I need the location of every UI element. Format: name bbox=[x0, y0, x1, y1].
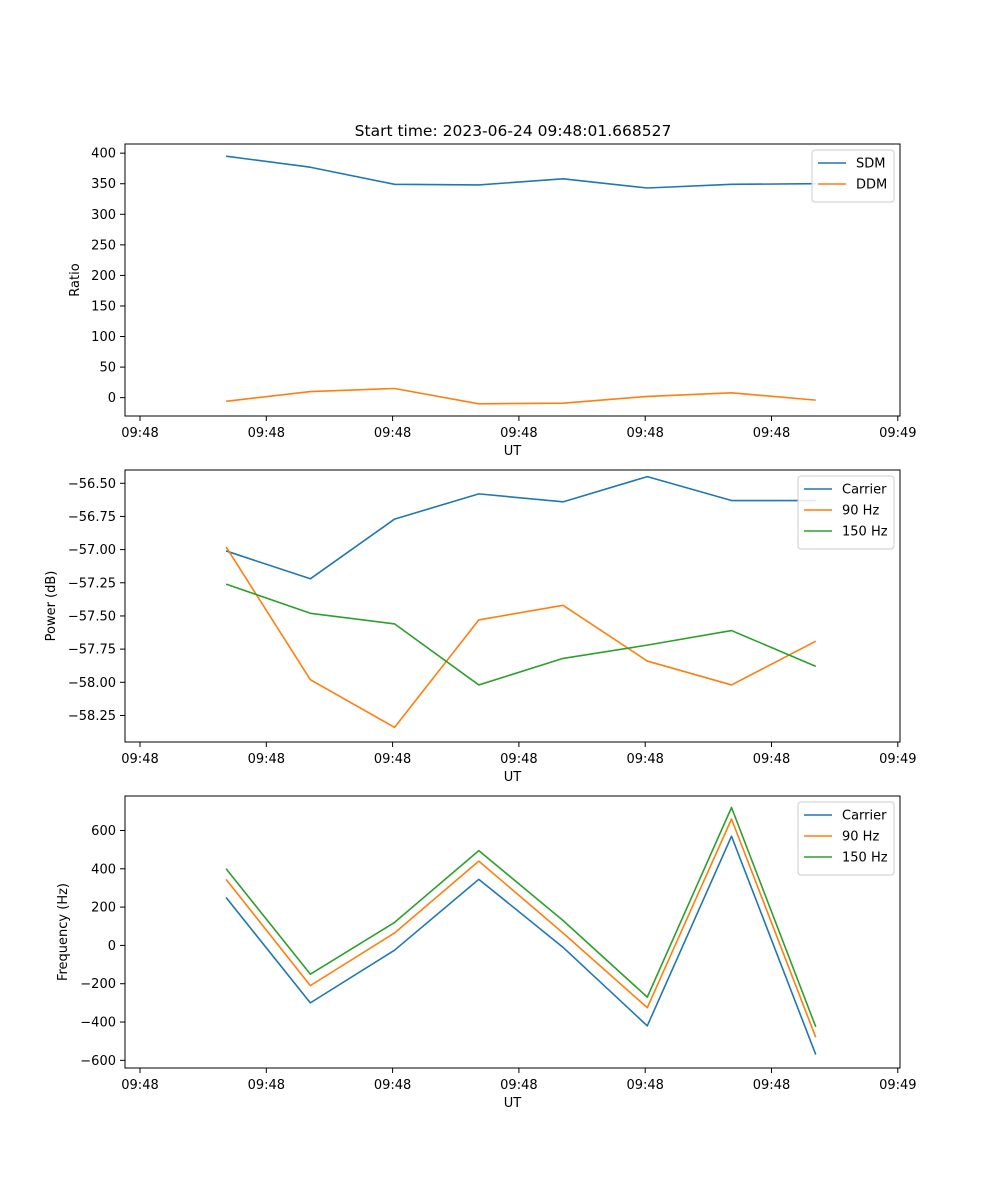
y-tick-label: 150 bbox=[91, 299, 116, 314]
x-axis: 09:48 09:48 09:48 09:48 09:48 09:48 09:49 bbox=[121, 416, 917, 441]
legend-label: 90 Hz bbox=[842, 830, 879, 845]
legend-label: 150 Hz bbox=[842, 525, 888, 540]
x-tick-label: 09:49 bbox=[879, 752, 916, 767]
y-tick-label: −56.50 bbox=[68, 477, 116, 492]
x-tick-label: 09:48 bbox=[626, 1078, 663, 1093]
legend-label: 150 Hz bbox=[842, 851, 888, 866]
y-tick-label: 300 bbox=[91, 208, 116, 223]
series-line-150-hz bbox=[225, 806, 817, 1028]
series-line-150-hz bbox=[225, 583, 817, 686]
legend: SDM DDM bbox=[811, 149, 895, 203]
y-tick-label: 200 bbox=[91, 269, 116, 284]
y-tick-label: 350 bbox=[91, 177, 116, 192]
y-axis-label: Frequency (Hz) bbox=[56, 883, 71, 981]
plot-frame bbox=[124, 795, 901, 1069]
x-tick-label: 09:48 bbox=[500, 426, 537, 441]
y-tick-label: 200 bbox=[91, 901, 116, 916]
series-line-90-hz bbox=[225, 546, 817, 729]
x-tick-label: 09:48 bbox=[374, 426, 411, 441]
x-axis-label: UT bbox=[504, 444, 522, 459]
legend: Carrier 90 Hz 150 Hz bbox=[797, 801, 895, 876]
y-tick-label: −56.75 bbox=[68, 510, 116, 525]
x-tick-label: 09:48 bbox=[753, 426, 790, 441]
y-tick-label: 400 bbox=[91, 147, 116, 162]
x-tick-label: 09:48 bbox=[626, 426, 663, 441]
legend-label: Carrier bbox=[842, 483, 887, 498]
x-tick-label: 09:48 bbox=[121, 426, 158, 441]
x-axis-label: UT bbox=[504, 1096, 522, 1111]
y-axis-label: Power (dB) bbox=[44, 571, 59, 642]
x-tick-label: 09:48 bbox=[500, 752, 537, 767]
y-axis: 0 50 100 150 200 250 300 350 400 bbox=[91, 147, 125, 406]
x-tick-label: 09:48 bbox=[248, 752, 285, 767]
y-tick-label: −57.25 bbox=[68, 576, 116, 591]
panel-ratio: 09:48 09:48 09:48 09:48 09:48 09:48 09:49 UT 0 50… bbox=[68, 143, 917, 459]
y-tick-label: −58.25 bbox=[68, 709, 116, 724]
y-tick-label: 100 bbox=[91, 330, 116, 345]
y-tick-label: −57.00 bbox=[68, 543, 116, 558]
x-tick-label: 09:48 bbox=[248, 1078, 285, 1093]
legend: Carrier 90 Hz 150 Hz bbox=[797, 475, 895, 550]
legend-label: DDM bbox=[856, 178, 887, 193]
x-tick-label: 09:49 bbox=[879, 1078, 916, 1093]
figure-title: Start time: 2023-06-24 09:48:01.668527 bbox=[355, 122, 672, 140]
y-tick-label: 0 bbox=[108, 939, 116, 954]
x-tick-label: 09:48 bbox=[626, 752, 663, 767]
y-axis-label: Ratio bbox=[68, 263, 83, 296]
y-tick-label: 250 bbox=[91, 238, 116, 253]
series-line-sdm bbox=[225, 155, 816, 189]
plot-frame bbox=[124, 469, 901, 743]
legend-label: SDM bbox=[856, 157, 885, 172]
x-axis: 09:48 09:48 09:48 09:48 09:48 09:48 09:49 bbox=[121, 1068, 917, 1093]
x-axis-label: UT bbox=[504, 770, 522, 785]
panel-frequency: 09:48 09:48 09:48 09:48 09:48 09:48 09:49 UT −60… bbox=[56, 795, 917, 1111]
y-tick-label: 600 bbox=[91, 824, 116, 839]
y-axis: −600 −400 −200 0 200 400 600 bbox=[80, 824, 125, 1069]
x-tick-label: 09:48 bbox=[374, 752, 411, 767]
series-line-carrier bbox=[225, 475, 816, 580]
x-tick-label: 09:48 bbox=[753, 752, 790, 767]
y-tick-label: −600 bbox=[80, 1054, 116, 1069]
y-tick-label: 50 bbox=[99, 361, 116, 376]
legend-label: Carrier bbox=[842, 809, 887, 824]
x-tick-label: 09:48 bbox=[248, 426, 285, 441]
x-tick-label: 09:48 bbox=[121, 1078, 158, 1093]
y-axis: −58.25 −58.00 −57.75 −57.50 −57.25 −57.00 −56.… bbox=[68, 477, 125, 724]
y-tick-label: −57.75 bbox=[68, 643, 116, 658]
series-line-carrier bbox=[225, 835, 817, 1055]
x-tick-label: 09:49 bbox=[879, 426, 916, 441]
series-line-ddm bbox=[225, 387, 816, 405]
y-tick-label: −400 bbox=[80, 1016, 116, 1031]
y-tick-label: −58.00 bbox=[68, 676, 116, 691]
y-tick-label: 0 bbox=[108, 391, 116, 406]
y-tick-label: −57.50 bbox=[68, 609, 116, 624]
x-tick-label: 09:48 bbox=[374, 1078, 411, 1093]
plot-frame bbox=[124, 143, 901, 417]
x-axis: 09:48 09:48 09:48 09:48 09:48 09:48 09:49 bbox=[121, 742, 917, 767]
x-tick-label: 09:48 bbox=[121, 752, 158, 767]
y-tick-label: 400 bbox=[91, 862, 116, 877]
x-tick-label: 09:48 bbox=[500, 1078, 537, 1093]
y-tick-label: −200 bbox=[80, 977, 116, 992]
panel-power: 09:48 09:48 09:48 09:48 09:48 09:48 09:49 UT −58… bbox=[44, 469, 917, 785]
legend-label: 90 Hz bbox=[842, 504, 879, 519]
series-line-90-hz bbox=[225, 818, 817, 1038]
x-tick-label: 09:48 bbox=[753, 1078, 790, 1093]
panels: 09:48 09:48 09:48 09:48 09:48 09:48 09:49 UT 0 50… bbox=[44, 143, 917, 1111]
